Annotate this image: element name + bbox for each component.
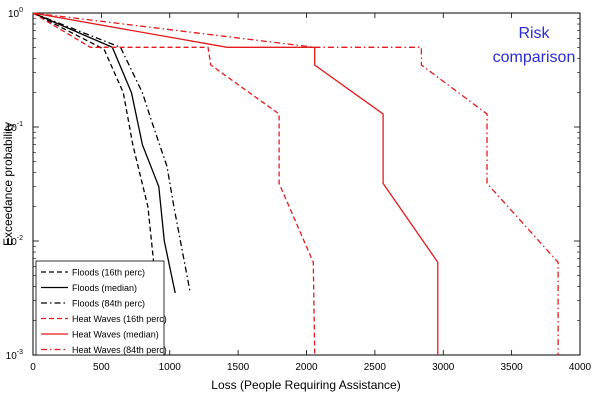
annotation-line-1: Risk [518,25,550,42]
y-tick-label: 10-1 [6,121,23,134]
annotation-line-2: comparison [493,49,576,66]
legend: Floods (16th perc) Floods (median) Floods … [35,260,167,356]
x-tick-label: 1500 [227,362,250,373]
y-tick-label: 100 [8,7,23,20]
x-tick-label: 1000 [159,362,182,373]
legend-label: Floods (84th perc) [72,299,145,309]
x-tick-label: 2500 [364,362,387,373]
x-tick-label: 3000 [432,362,455,373]
legend-box [35,260,165,356]
y-tick-label: 10-3 [6,349,23,362]
legend-label: Floods (16th perc) [72,268,145,278]
x-axis-label: Loss (People Requiring Assistance) [211,378,400,392]
x-tick-label: 0 [30,362,36,373]
x-tick-labels: 0 500 1000 1500 2000 2500 3000 3500 4000 [30,362,591,373]
series-lines [32,12,559,356]
y-tick-labels: 100 10-1 10-2 10-3 [6,7,23,362]
x-tick-label: 3500 [501,362,524,373]
series-line [32,12,191,294]
y-axis-label: Exceedance probability [1,122,15,246]
series-line [32,12,157,301]
series-line [32,12,439,355]
axis-ticks [32,12,581,356]
legend-label: Heat Waves (84th perc) [72,345,167,355]
x-tick-label: 500 [93,362,110,373]
series-line [32,12,316,356]
legend-label: Floods (median) [72,283,137,293]
series-line [32,12,559,355]
x-tick-label: 4000 [569,362,592,373]
legend-label: Heat Waves (16th perc) [72,314,167,324]
x-tick-label: 2000 [295,362,318,373]
legend-label: Heat Waves (median) [72,330,159,340]
y-tick-label: 10-2 [6,235,23,248]
